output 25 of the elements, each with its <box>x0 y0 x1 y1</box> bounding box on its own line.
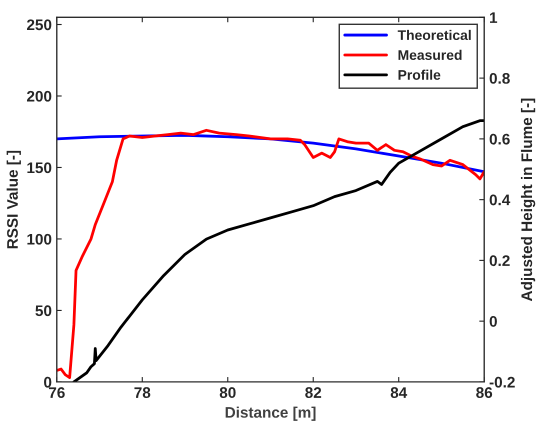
legend-label: Measured <box>398 50 462 60</box>
y-tick-label: 250 <box>26 19 52 30</box>
y2-tick-label: 1 <box>490 12 498 23</box>
y-tick-label: 150 <box>27 162 52 174</box>
legend-label: Theoretical <box>398 30 471 40</box>
x-tick-label: 76 <box>48 387 65 398</box>
y2-tick-label: 0.2 <box>490 255 510 266</box>
x-tick-label: 80 <box>220 387 236 398</box>
y-tick-label: 200 <box>26 90 52 102</box>
y2-tick-label: 0.4 <box>490 194 510 206</box>
y2-tick-label: -0.2 <box>490 376 515 388</box>
x-tick-label: 86 <box>476 387 492 398</box>
y-axis-title: RSSI Value [-] <box>6 150 21 248</box>
y2-axis-title: Adjusted Height in Flume [-] <box>520 98 536 302</box>
x-tick-label: 78 <box>134 387 150 398</box>
legend-label: Profile <box>398 70 440 80</box>
y2-tick-label: 0 <box>490 316 497 327</box>
y-tick-label: 50 <box>35 305 52 316</box>
y-tick-label: 100 <box>27 234 52 245</box>
x-tick-label: 84 <box>390 387 408 398</box>
y2-tick-label: 0.6 <box>490 134 510 145</box>
y-tick-label: 0 <box>44 376 52 388</box>
x-tick-label: 82 <box>305 387 322 398</box>
y2-tick-label: 0.8 <box>490 72 510 84</box>
x-axis-title: Distance [m] <box>226 406 316 421</box>
